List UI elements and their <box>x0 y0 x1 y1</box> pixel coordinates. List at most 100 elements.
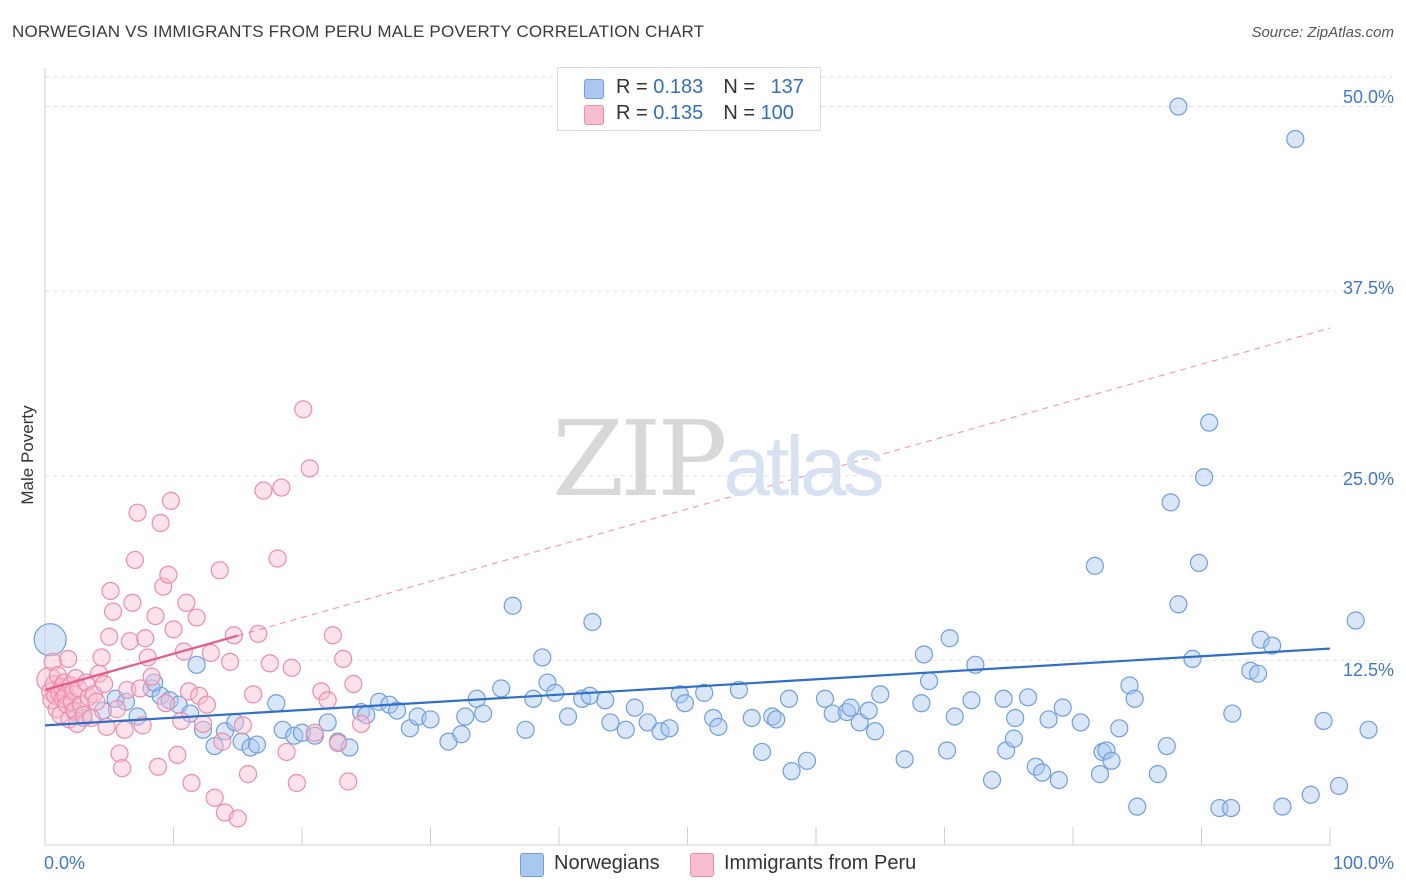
norwegians-point <box>1148 765 1167 784</box>
peru-swatch <box>584 105 604 125</box>
norwegians-point <box>823 704 842 723</box>
peru-point <box>220 652 240 671</box>
norwegians-point <box>1359 720 1378 739</box>
norwegians-point <box>580 686 599 705</box>
norwegians-point <box>752 742 772 762</box>
peru-point <box>101 581 120 601</box>
peru-point <box>244 685 263 704</box>
peru-point <box>142 667 161 686</box>
norwegians-point <box>912 694 931 713</box>
peru-trend-line <box>44 634 239 691</box>
norwegians-point <box>797 751 817 770</box>
norwegians-point <box>421 710 440 729</box>
norwegians-point <box>940 629 959 648</box>
peru-point <box>133 716 152 735</box>
peru-point <box>168 745 187 765</box>
stats-text: R = 0.183 N = 137 <box>616 76 804 99</box>
peru-point <box>48 666 67 685</box>
peru-point <box>87 692 106 711</box>
norwegians-point <box>601 713 620 732</box>
peru-point <box>104 602 123 621</box>
norwegians-point <box>1102 751 1121 770</box>
watermark: ZIPatlas <box>552 398 885 520</box>
norwegians-point <box>1221 798 1241 818</box>
norwegians-point <box>1125 689 1144 708</box>
norwegians-point <box>1189 553 1209 573</box>
peru-point <box>92 648 111 667</box>
norwegians-point <box>675 694 695 713</box>
watermark-zip: ZIP <box>552 398 727 520</box>
y-tick-label: 12.5% <box>1342 660 1394 680</box>
peru-point <box>172 711 191 731</box>
x-tick-label: 100.0% <box>1332 853 1394 873</box>
norwegians-point <box>1018 688 1038 707</box>
norwegians-point <box>709 717 728 736</box>
stats-box: R = 0.183 N = 137 R = 0.135 N = 100 <box>557 67 821 131</box>
peru-point <box>154 577 173 596</box>
peru-point <box>228 809 247 828</box>
norwegians-point <box>533 648 552 667</box>
peru-point <box>125 550 145 570</box>
norwegians-point <box>247 735 267 754</box>
norwegians-point <box>914 645 934 664</box>
peru-point <box>282 658 301 677</box>
peru-point <box>312 682 331 701</box>
norwegians-point <box>729 680 749 700</box>
norwegians-trend-line <box>44 647 1331 727</box>
peru-point <box>177 593 196 612</box>
legend-label: Immigrants from Peru <box>724 852 917 874</box>
n-value: 100 <box>760 102 794 124</box>
norwegians-point <box>919 671 939 691</box>
peru-point <box>272 478 291 497</box>
r-value: 0.183 <box>653 76 704 98</box>
norwegians-point <box>558 707 578 726</box>
peru-point <box>128 503 147 522</box>
norwegians-point <box>1161 493 1180 512</box>
peru-point <box>352 714 371 733</box>
norwegians-point <box>1097 741 1116 760</box>
norwegians-point <box>1085 556 1104 575</box>
norwegians-point <box>1169 595 1188 614</box>
norwegians-point <box>1039 710 1058 729</box>
norwegians-point <box>1194 468 1214 487</box>
peru-point <box>260 654 279 673</box>
norwegians-point <box>962 691 981 710</box>
watermark-atlas: atlas <box>723 419 884 513</box>
norwegians-point <box>1251 630 1270 649</box>
norwegians-point <box>503 596 522 615</box>
norwegians-legend-swatch <box>520 853 544 877</box>
y-tick-label: 50.0% <box>1342 87 1394 107</box>
peru-point <box>305 723 324 742</box>
peru-point <box>339 772 358 791</box>
norwegians-point <box>193 720 213 739</box>
peru-point <box>328 733 348 753</box>
peru-point <box>107 700 127 719</box>
norwegians-point <box>660 719 679 738</box>
peru-point <box>277 742 296 762</box>
norwegians-point <box>859 701 878 720</box>
peru-point <box>294 400 313 419</box>
norwegians-point <box>492 679 511 698</box>
norwegians-point <box>625 698 644 717</box>
norwegians-point <box>1301 785 1320 804</box>
norwegians-point <box>1004 729 1023 748</box>
peru-point <box>159 565 178 584</box>
norwegians-point <box>1157 736 1176 756</box>
chart-title: NORWEGIAN VS IMMIGRANTS FROM PERU MALE P… <box>12 22 705 41</box>
norwegians-point <box>1223 704 1242 723</box>
norwegians-swatch <box>584 79 604 99</box>
peru-point <box>344 674 363 694</box>
norwegians-point <box>1090 765 1110 784</box>
norwegians-point <box>742 708 761 728</box>
norwegians-point <box>638 713 657 732</box>
norwegians-point <box>187 655 206 674</box>
norwegians-point <box>1169 97 1188 116</box>
norwegians-point <box>452 725 471 744</box>
n-label: N = <box>723 76 761 98</box>
norwegians-point <box>1128 797 1147 816</box>
norwegians-point <box>616 720 635 739</box>
norwegians-point <box>340 738 359 757</box>
peru-point <box>201 643 220 663</box>
peru-point <box>318 691 337 710</box>
